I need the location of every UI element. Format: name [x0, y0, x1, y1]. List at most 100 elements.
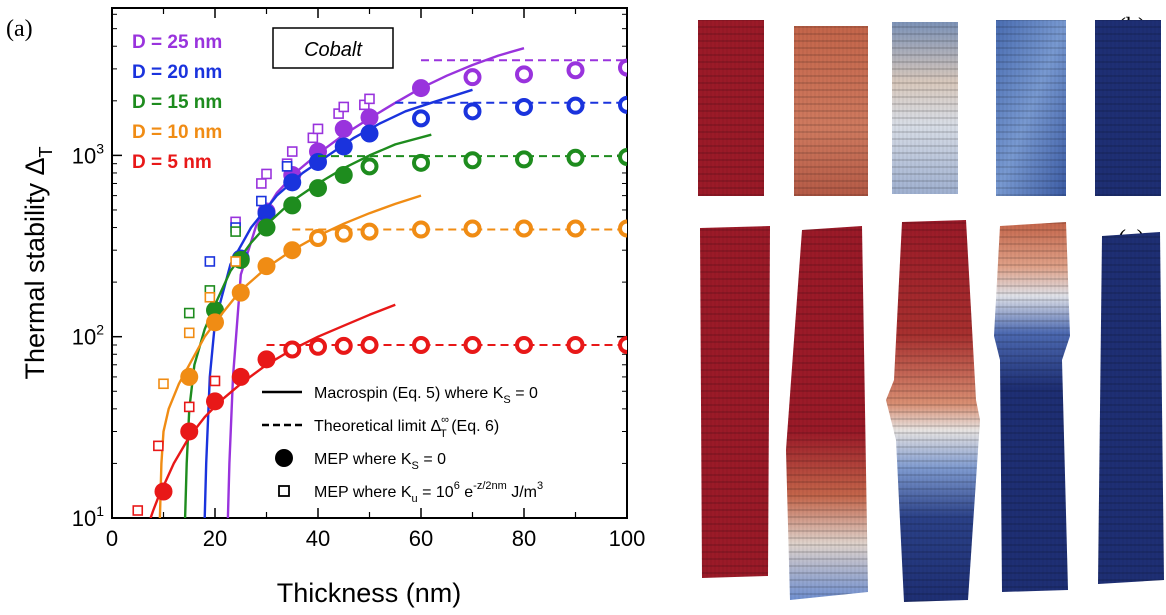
mep-circle-marker — [515, 150, 533, 169]
mep-square-marker — [153, 440, 164, 452]
mep-square-marker — [158, 378, 169, 390]
series-label: D = 10 nm — [132, 122, 222, 143]
mep-circle-marker — [257, 350, 276, 369]
series-label: D = 15 nm — [132, 92, 222, 113]
mep-circle-marker — [283, 340, 302, 359]
mep-circle-marker — [283, 241, 302, 260]
series-labels: D = 25 nm D = 20 nm D = 15 nm D = 10 nm D = … — [132, 32, 222, 173]
mep-square-marker — [183, 307, 195, 319]
mep-circle-marker — [309, 152, 327, 171]
mep-circle-marker — [206, 392, 224, 411]
y-tick-label: 103 — [72, 140, 104, 168]
mep-square-marker — [183, 327, 195, 339]
series-3 — [158, 194, 627, 518]
mep-circle-marker — [463, 219, 482, 238]
mep-square-marker — [286, 146, 298, 157]
plot-frame — [111, 7, 628, 519]
legend-item: MEP where Ku = 106 e-z/2nm J/m3 — [278, 480, 543, 505]
mep-circle-marker — [360, 222, 379, 241]
material-label: Cobalt — [304, 39, 363, 61]
mep-circle-marker — [283, 173, 302, 192]
mep-square-marker — [230, 226, 241, 237]
mep-circle-marker — [257, 218, 276, 237]
y-axis-title-sub: T — [36, 146, 56, 157]
svg-text:Thermal stability ΔT: Thermal stability ΔT — [20, 146, 56, 379]
mep-circle-marker — [566, 148, 585, 167]
x-tick-label: 80 — [512, 526, 536, 551]
x-tick-label: 40 — [306, 526, 330, 551]
mep-circle-marker — [463, 68, 482, 87]
y-tick-labels: 101 102 103 — [72, 140, 104, 531]
mep-circle-marker — [360, 335, 379, 354]
x-tick-label: 20 — [203, 526, 227, 551]
series-2 — [183, 133, 627, 518]
mep-square-marker — [307, 132, 319, 144]
panel-b — [698, 20, 1161, 196]
mep-circle-marker — [180, 367, 199, 386]
mep-circle-marker — [231, 283, 250, 302]
mep-circle-marker — [463, 102, 482, 121]
mep-square-marker — [312, 123, 324, 135]
mep-square-marker — [209, 375, 221, 387]
macrospin-curve — [226, 47, 525, 518]
svg-text:Theoretical limit Δ∞T (Eq. 6): Theoretical limit Δ∞ T (Eq. 6) — [314, 414, 499, 440]
panel-c — [700, 220, 1164, 602]
material-box: Cobalt — [272, 27, 394, 69]
mep-circle-marker — [180, 422, 199, 441]
mep-square-marker — [204, 291, 216, 303]
y-tick-label: 102 — [72, 322, 104, 350]
y-tick-label: 101 — [72, 503, 104, 531]
mep-square-marker — [281, 161, 293, 172]
mep-circle-marker — [309, 337, 327, 356]
legend-item: MEP where KS = 0 — [275, 449, 446, 472]
svg-text:MEP where KS = 0: MEP where KS = 0 — [314, 451, 446, 472]
mep-circle-marker — [257, 257, 276, 276]
x-tick-label: 100 — [609, 526, 646, 551]
series-0 — [226, 47, 627, 518]
mep-circle-marker — [334, 165, 353, 184]
mep-square-marker — [230, 256, 241, 267]
chart-area: (a) 0 20 40 60 80 100 101 102 103 Thickness (nm… — [6, 7, 646, 608]
mep-circle-marker — [334, 137, 353, 156]
mep-circle-marker — [463, 335, 482, 354]
series-label: D = 20 nm — [132, 62, 222, 83]
macrospin-curve — [183, 133, 432, 518]
mep-circle-marker — [566, 335, 585, 354]
x-axis-title: Thickness (nm) — [277, 578, 462, 608]
mep-circle-marker — [566, 96, 585, 115]
mep-square-marker — [338, 101, 350, 113]
mep-circle-marker — [618, 147, 627, 166]
mep-circle-marker — [334, 336, 353, 355]
y-axis-title: Thermal stability ΔT — [20, 146, 56, 379]
series-label: D = 5 nm — [132, 152, 212, 173]
svg-text:Macrospin (Eq. 5) where KS = 0: Macrospin (Eq. 5) where KS = 0 — [314, 385, 538, 406]
mep-circle-marker — [206, 313, 224, 332]
mep-circle-marker — [360, 157, 379, 176]
x-tick-label: 0 — [106, 526, 118, 551]
mep-circle-marker — [515, 219, 533, 238]
mep-square-marker — [364, 93, 375, 105]
series-layer — [132, 47, 627, 518]
legend-item: Theoretical limit Δ∞ T (Eq. 6) — [262, 414, 499, 440]
mep-circle-marker — [334, 224, 353, 243]
series-4 — [132, 303, 627, 518]
x-tick-label: 60 — [409, 526, 433, 551]
mep-circle-marker — [618, 335, 627, 354]
mep-circle-marker — [360, 124, 379, 143]
macrospin-curve — [158, 194, 422, 518]
mep-circle-marker — [283, 196, 302, 215]
mep-circle-marker — [412, 153, 430, 172]
mep-circle-marker — [412, 109, 430, 128]
mep-circle-marker — [618, 58, 627, 77]
mep-circle-marker — [334, 119, 353, 138]
mep-circle-marker — [515, 335, 533, 354]
mep-circle-marker — [566, 61, 585, 80]
mep-circle-marker — [515, 65, 533, 84]
mep-circle-marker — [257, 204, 276, 223]
series-label: D = 25 nm — [132, 32, 222, 53]
mep-square-marker — [132, 505, 144, 516]
mep-square-marker — [256, 195, 267, 207]
mep-circle-marker — [412, 79, 430, 98]
axis-ticks — [111, 8, 628, 519]
legend-item: Macrospin (Eq. 5) where KS = 0 — [262, 385, 538, 406]
